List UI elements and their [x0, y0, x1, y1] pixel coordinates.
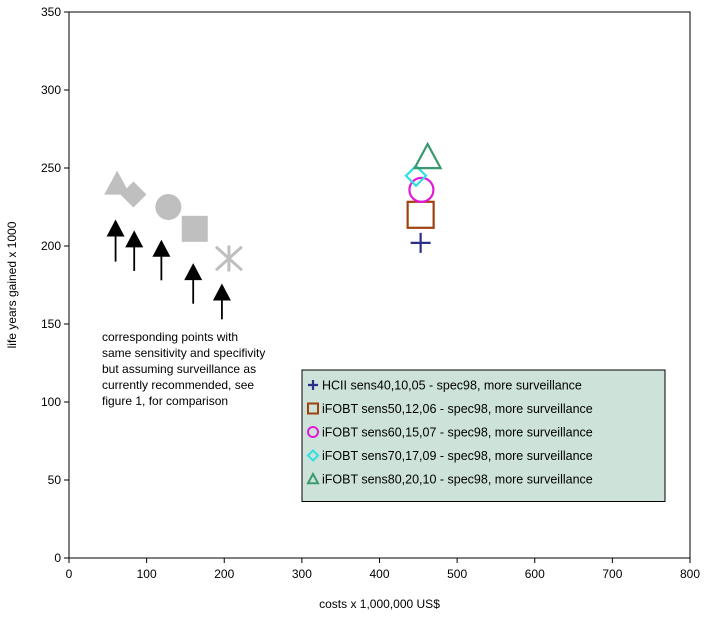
arrow-head [212, 283, 231, 301]
comparison-point-triangle [104, 170, 131, 195]
comparison-point-square [181, 215, 208, 242]
x-tick-label: 300 [292, 567, 312, 581]
legend-box [301, 369, 666, 502]
legend: HCII sens40,10,05 - spec98, more surveil… [301, 369, 666, 502]
comparison-point-circle [155, 194, 182, 220]
x-axis-title: costs x 1,000,000 US$ [319, 597, 440, 611]
y-tick-label: 250 [41, 161, 61, 175]
arrow-head [125, 230, 144, 248]
y-tick-label: 350 [41, 5, 61, 19]
legend-label: iFOBT sens70,17,09 - spec98, more survei… [322, 449, 593, 463]
arrow-head [152, 239, 171, 257]
x-axis: 0 100 200 300 400 500 600 700 800 [66, 558, 700, 581]
y-tick-label: 300 [41, 83, 61, 97]
data-point-triangle [412, 141, 443, 170]
annotation-line: same sensitivity and specifivity [102, 346, 265, 360]
x-tick-label: 600 [525, 567, 545, 581]
annotation-line: corresponding points with [102, 330, 238, 344]
legend-marker-square [307, 402, 319, 415]
y-tick-label: 50 [48, 473, 62, 487]
x-tick-label: 200 [214, 567, 234, 581]
x-tick-label: 100 [137, 567, 157, 581]
y-tick-label: 0 [54, 551, 61, 565]
legend-marker-triangle [306, 471, 320, 485]
annotation-line: figure 1, for comparison [102, 394, 228, 408]
y-axis-title: life years gained x 1000 [5, 221, 19, 348]
legend-marker-plus [308, 380, 318, 390]
data-points [404, 141, 443, 253]
x-tick-label: 700 [602, 567, 622, 581]
data-point-diamond [404, 164, 428, 188]
legend-marker-diamond [306, 449, 320, 462]
y-tick-label: 200 [41, 239, 61, 253]
x-tick-label: 500 [447, 567, 467, 581]
x-tick-label: 0 [66, 567, 73, 581]
x-tick-label: 400 [369, 567, 389, 581]
legend-marker-circle [307, 426, 319, 438]
comparison-arrows [106, 219, 231, 320]
data-point-plus [410, 232, 431, 253]
data-point-circle [408, 176, 435, 203]
legend-label: iFOBT sens50,12,06 - spec98, more survei… [322, 402, 593, 416]
legend-label: HCII sens40,10,05 - spec98, more surveil… [322, 379, 582, 393]
comparison-point-asterisk [214, 245, 243, 272]
x-tick-label: 800 [680, 567, 700, 581]
annotation-line: but assuming surveillance as [102, 362, 256, 376]
y-tick-label: 100 [41, 395, 61, 409]
comparison-point-diamond [120, 181, 147, 208]
annotation: corresponding points with same sensitivit… [102, 330, 265, 408]
comparison-points [104, 170, 243, 272]
annotation-line: currently recommended, see [102, 378, 254, 392]
arrow-head [106, 219, 125, 237]
legend-label: iFOBT sens80,20,10 - spec98, more survei… [322, 473, 593, 487]
legend-label: iFOBT sens60,15,07 - spec98, more survei… [322, 426, 593, 440]
y-tick-label: 150 [41, 317, 61, 331]
y-axis: 0 50 100 150 200 250 300 350 [41, 5, 69, 565]
arrow-head [184, 263, 203, 281]
